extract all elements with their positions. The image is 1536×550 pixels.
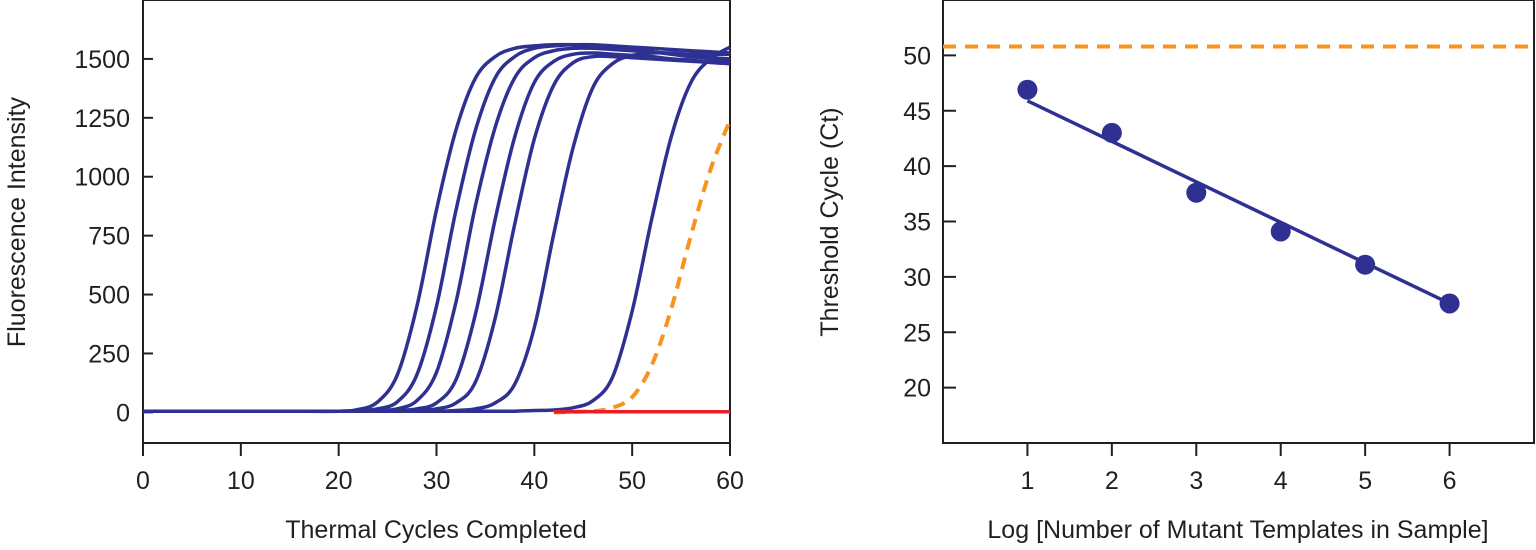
data-point — [1439, 293, 1460, 314]
y-tick-label: 750 — [88, 223, 130, 251]
y-tick-label: 1500 — [74, 46, 130, 74]
x-tick-label: 60 — [716, 467, 744, 495]
x-tick-label: 50 — [618, 467, 646, 495]
x-tick-label: 4 — [1274, 467, 1288, 495]
y-tick-label: 50 — [903, 42, 931, 70]
amplification-y-ticks: 0 250 500 750 1000 1250 1500 — [74, 46, 153, 427]
x-tick-label: 10 — [227, 467, 255, 495]
data-point — [1101, 122, 1122, 143]
y-tick-label: 40 — [903, 153, 931, 181]
amplification-curve — [143, 46, 731, 413]
standard-curve-y-ticks: 20 25 30 35 40 45 50 — [903, 42, 956, 403]
y-tick-label: 45 — [903, 98, 931, 126]
data-point — [1270, 221, 1291, 242]
x-tick-label: 2 — [1105, 467, 1119, 495]
y-tick-label: 25 — [903, 319, 931, 347]
x-tick-label: 0 — [136, 467, 150, 495]
amplification-curve — [143, 54, 731, 413]
y-tick-label: 500 — [88, 282, 130, 310]
regression-line — [1026, 99, 1451, 306]
y-tick-label: 1250 — [74, 105, 130, 133]
amplification-series — [143, 42, 732, 415]
amplification-curve — [143, 51, 731, 413]
data-point — [1017, 79, 1038, 100]
standard-curve-x-axis-title: Log [Number of Mutant Templates in Sampl… — [987, 516, 1488, 544]
amplification-x-axis-title: Thermal Cycles Completed — [285, 516, 587, 544]
amplification-curve — [143, 42, 731, 414]
amplification-curve — [143, 42, 731, 413]
y-tick-label: 0 — [116, 399, 130, 427]
y-tick-label: 1000 — [74, 164, 130, 192]
y-tick-label: 35 — [903, 209, 931, 237]
standard-curve-y-axis-title: Threshold Cycle (Ct) — [816, 107, 844, 336]
amplification-chart: 0 250 500 750 1000 1250 1500 0 10 20 30 40 50 60 The… — [3, 0, 744, 544]
data-point — [1186, 182, 1207, 203]
amplification-x-ticks: 0 10 20 30 40 50 60 — [136, 443, 744, 495]
amplification-curve — [143, 45, 731, 413]
standard-curve-x-ticks: 1 2 3 4 5 6 — [1020, 443, 1457, 495]
amplification-y-axis-title: Fluorescence Intensity — [3, 96, 31, 347]
data-point — [1355, 254, 1376, 275]
x-tick-label: 6 — [1443, 467, 1457, 495]
x-tick-label: 5 — [1358, 467, 1372, 495]
y-tick-label: 30 — [903, 264, 931, 292]
x-tick-label: 1 — [1020, 467, 1034, 495]
x-tick-label: 3 — [1189, 467, 1203, 495]
x-tick-label: 20 — [325, 467, 353, 495]
x-tick-label: 40 — [520, 467, 548, 495]
standard-curve-plot-frame — [942, 0, 1535, 444]
standard-curve-marks — [943, 44, 1534, 314]
y-tick-label: 20 — [903, 375, 931, 403]
x-tick-label: 30 — [423, 467, 451, 495]
amplification-curve — [143, 51, 730, 413]
y-tick-label: 250 — [88, 340, 130, 368]
